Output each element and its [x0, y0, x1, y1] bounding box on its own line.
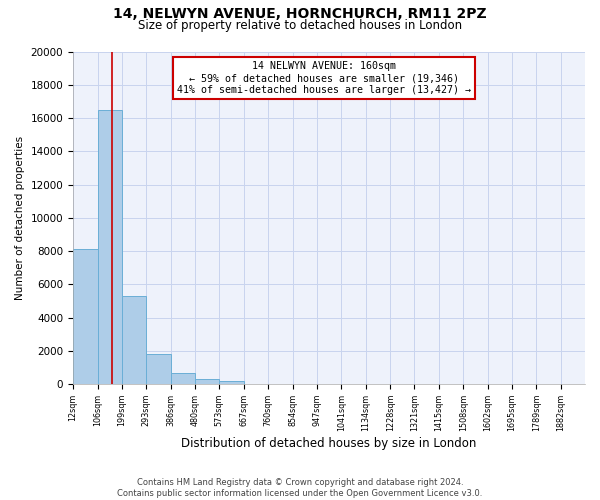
- Bar: [146, 354, 170, 384]
- X-axis label: Distribution of detached houses by size in London: Distribution of detached houses by size …: [181, 437, 477, 450]
- Y-axis label: Number of detached properties: Number of detached properties: [15, 136, 25, 300]
- Bar: [220, 381, 244, 384]
- Text: 14 NELWYN AVENUE: 160sqm
← 59% of detached houses are smaller (19,346)
41% of se: 14 NELWYN AVENUE: 160sqm ← 59% of detach…: [177, 62, 471, 94]
- Bar: [195, 379, 220, 384]
- Text: Contains HM Land Registry data © Crown copyright and database right 2024.
Contai: Contains HM Land Registry data © Crown c…: [118, 478, 482, 498]
- Text: 14, NELWYN AVENUE, HORNCHURCH, RM11 2PZ: 14, NELWYN AVENUE, HORNCHURCH, RM11 2PZ: [113, 8, 487, 22]
- Text: Size of property relative to detached houses in London: Size of property relative to detached ho…: [138, 19, 462, 32]
- Bar: [98, 110, 122, 384]
- Bar: [73, 250, 98, 384]
- Bar: [122, 296, 146, 384]
- Bar: [170, 372, 195, 384]
